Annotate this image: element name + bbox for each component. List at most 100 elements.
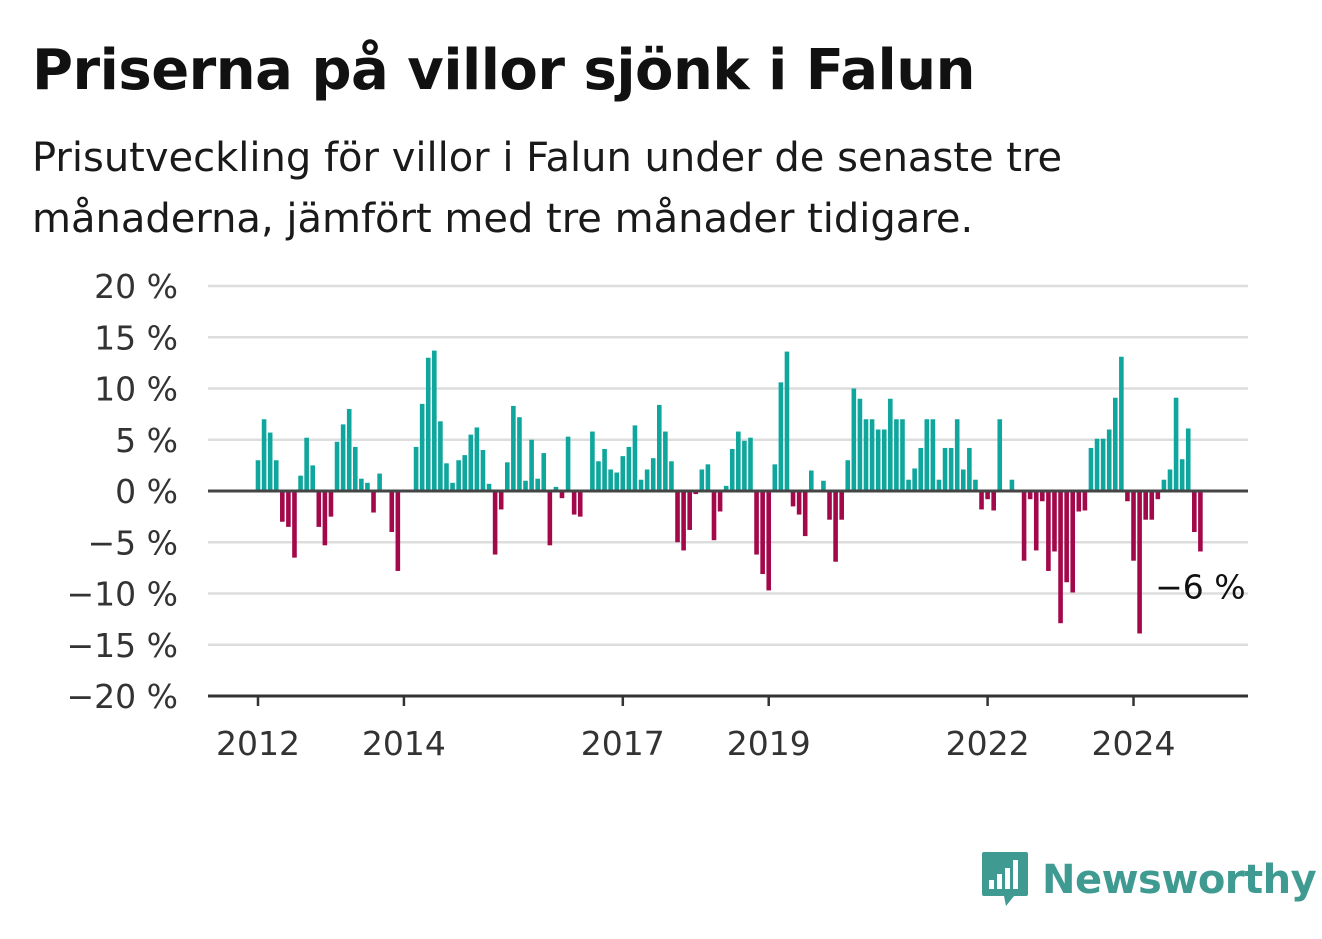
bar [808, 470, 814, 491]
bar [438, 421, 443, 491]
bar [1192, 491, 1197, 532]
bar [1088, 447, 1094, 491]
bar [322, 491, 328, 546]
bar [736, 431, 741, 491]
bar [395, 491, 401, 571]
bar [869, 419, 875, 491]
bar [559, 491, 565, 499]
bar [492, 491, 498, 555]
bar [444, 463, 449, 491]
bar [644, 469, 650, 491]
newsworthy-logo-icon [982, 852, 1028, 906]
bar [875, 429, 881, 491]
bar [425, 357, 431, 491]
bar [912, 468, 917, 491]
x-tick-label: 2022 [946, 724, 1030, 763]
bar [517, 417, 522, 491]
bar [1021, 491, 1027, 561]
y-tick-label: 10 % [94, 370, 178, 409]
bar [486, 483, 492, 491]
bar [419, 403, 425, 491]
bar [1137, 491, 1142, 634]
bar [371, 491, 376, 513]
bar [1143, 491, 1148, 520]
x-tick-label: 2014 [362, 724, 446, 763]
y-tick-label: −10 % [67, 575, 179, 614]
bar [267, 432, 273, 491]
bar [766, 491, 772, 591]
bar [352, 446, 358, 491]
bar [456, 460, 461, 491]
x-tick-label: 2017 [581, 724, 665, 763]
bar [1027, 491, 1033, 500]
y-tick-label: −20 % [67, 677, 179, 716]
bar [504, 462, 510, 491]
y-tick-label: −5 % [88, 523, 179, 562]
bar [717, 491, 723, 512]
bar [377, 473, 382, 491]
brand-name: Newsworthy [1042, 857, 1317, 903]
bar [778, 382, 784, 491]
bar [389, 491, 395, 532]
bar [997, 419, 1003, 491]
bar [784, 351, 790, 491]
bar [310, 465, 316, 491]
bar [468, 434, 474, 491]
bar [930, 419, 936, 491]
bar [973, 479, 978, 491]
bar [280, 491, 285, 522]
bar [656, 404, 662, 491]
bar [796, 491, 802, 515]
y-axis-ticks: 20 % 15 % 10 % 5 % 0 % −5 % −10 % −15 % −20 % [67, 267, 179, 716]
bar [1185, 428, 1191, 491]
x-tick-label: 2019 [727, 724, 811, 763]
bar [596, 461, 601, 491]
bar [1155, 491, 1161, 500]
bar [1033, 491, 1039, 551]
bar [802, 491, 808, 537]
bar [851, 388, 857, 491]
bar [663, 431, 668, 491]
bar [432, 350, 437, 491]
bar [316, 491, 322, 527]
bar [413, 446, 419, 491]
bar [273, 460, 279, 491]
bar [565, 436, 571, 491]
bar [1179, 459, 1185, 491]
bar [948, 447, 954, 491]
bar [620, 456, 626, 491]
bar [608, 469, 613, 491]
y-tick-label: −15 % [67, 626, 179, 665]
bar [529, 439, 534, 491]
bar [1082, 491, 1088, 511]
bar [298, 475, 303, 491]
bar [255, 460, 261, 491]
bar [1094, 438, 1100, 491]
bar [1052, 491, 1057, 552]
x-tick-label: 2012 [216, 724, 300, 763]
bar [863, 419, 869, 491]
bar [480, 450, 486, 491]
bar [577, 491, 583, 517]
bar [1198, 491, 1203, 552]
bar [1070, 491, 1076, 593]
bar [1112, 397, 1118, 491]
bar [292, 491, 297, 558]
bar [602, 448, 607, 491]
bar [991, 491, 996, 511]
bar [626, 446, 632, 491]
bar [857, 398, 863, 491]
bar [632, 425, 638, 491]
bar [541, 453, 547, 491]
bar [614, 472, 620, 491]
bar [340, 424, 346, 491]
bar [960, 469, 966, 491]
bar [1131, 491, 1136, 561]
y-tick-label: 5 % [115, 421, 178, 460]
bar [553, 486, 559, 491]
bar [365, 482, 370, 491]
bar [1125, 491, 1130, 502]
bar [942, 447, 948, 491]
bar [900, 419, 905, 491]
bar [1009, 479, 1015, 491]
